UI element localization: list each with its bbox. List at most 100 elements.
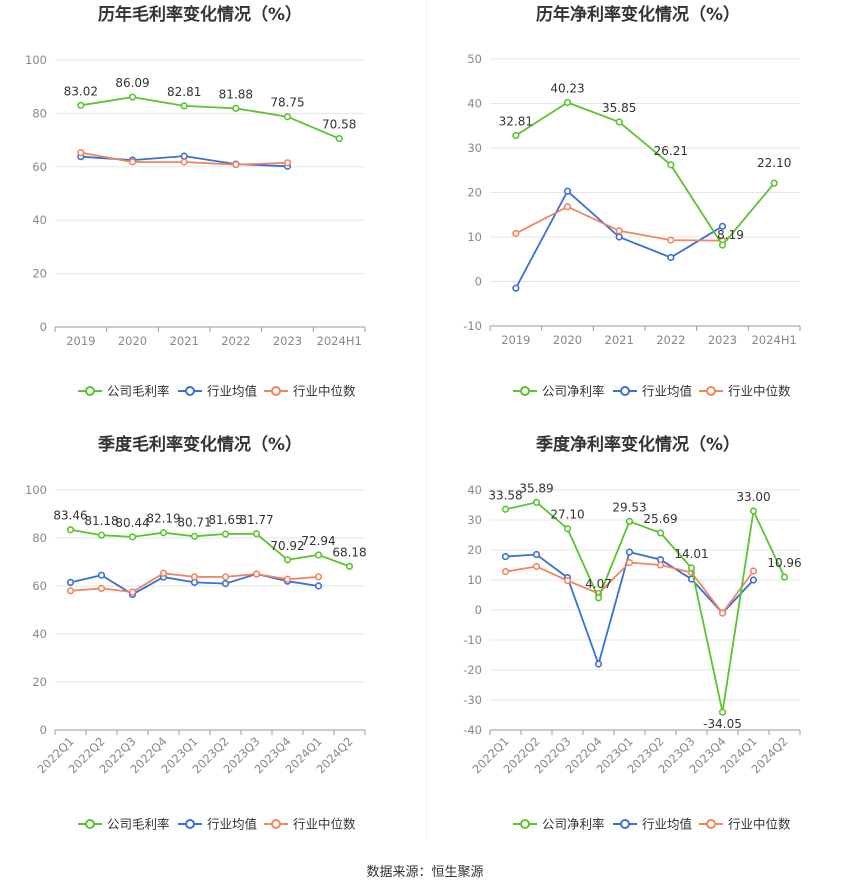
x-tick-label: 2019 [501, 333, 530, 347]
data-point [532, 562, 541, 571]
data-point [512, 284, 520, 292]
y-tick-label: 0 [475, 275, 482, 289]
data-point [501, 505, 510, 513]
data-point [749, 576, 758, 584]
data-point [532, 550, 541, 559]
chart-title: 历年净利率变化情况（%） [536, 4, 740, 25]
legend-marker [520, 819, 530, 829]
data-label: 4.07 [585, 577, 612, 591]
x-tick-label: 2024H1 [317, 334, 362, 348]
legend-marker [185, 386, 195, 396]
data-label: 35.85 [602, 101, 636, 115]
legend-label: 行业均值 [207, 817, 257, 832]
data-point [283, 556, 292, 564]
y-tick-label: 0 [475, 603, 482, 617]
data-point [97, 571, 106, 579]
legend-item: 行业中位数 [264, 384, 356, 399]
chart-title: 季度净利率变化情况（%） [536, 434, 740, 455]
legend-marker [271, 386, 281, 396]
data-point [718, 241, 727, 249]
chart-2: 历年净利率变化情况（%） -10 0 10 20 30 40 50 2019 2020 2021 20… [463, 4, 801, 399]
data-label: 83.02 [64, 84, 98, 98]
legend-item: 行业中位数 [699, 817, 791, 832]
data-label: 27.10 [550, 508, 584, 522]
data-label: 40.23 [550, 81, 584, 95]
x-tick-label: 2023 [708, 333, 737, 347]
data-point [718, 708, 727, 716]
y-tick-label: 20 [32, 675, 47, 689]
legend-marker [620, 819, 630, 829]
data-point [232, 161, 240, 169]
data-label: 32.81 [499, 114, 533, 128]
legend-item: 公司净利率 [513, 384, 605, 399]
data-label: 29.53 [612, 500, 646, 514]
legend-marker [271, 819, 281, 829]
y-tick-label: -10 [463, 319, 482, 333]
legend-marker [520, 386, 530, 396]
y-tick-label: 40 [32, 627, 47, 641]
legend-label: 公司净利率 [542, 384, 605, 399]
data-label: 25.69 [643, 512, 677, 526]
chart-3: 季度毛利率变化情况（%）0204060801002022Q12022Q22022… [25, 434, 367, 832]
data-label: 82.19 [146, 512, 180, 526]
data-point [314, 573, 323, 581]
data-point [180, 102, 188, 110]
y-tick-label: 30 [467, 513, 482, 527]
legend-label: 行业均值 [642, 384, 692, 399]
y-tick-label: 30 [467, 141, 482, 155]
data-point [563, 187, 572, 195]
data-label: 26.21 [654, 144, 688, 158]
legend-marker [706, 386, 716, 396]
data-point [97, 584, 106, 593]
legend-label: 行业中位数 [728, 817, 791, 832]
data-point [501, 567, 510, 576]
data-label: 10.96 [767, 556, 801, 570]
y-tick-label: 40 [32, 213, 47, 227]
legend-marker [185, 819, 195, 829]
y-tick-label: 0 [40, 320, 47, 334]
y-tick-label: 20 [467, 186, 482, 200]
data-point [159, 569, 168, 577]
data-point [232, 104, 240, 112]
legend-item: 公司净利率 [513, 817, 605, 832]
data-point [780, 573, 789, 581]
legend-item: 行业均值 [613, 817, 692, 832]
series-line [80, 96, 340, 140]
data-label: -34.05 [703, 717, 742, 731]
x-tick-label: 2023 [273, 334, 302, 348]
data-point [512, 229, 520, 238]
data-point [563, 98, 572, 107]
data-point [77, 101, 85, 109]
legend-marker [706, 819, 716, 829]
data-point [563, 203, 572, 211]
data-point [718, 222, 727, 230]
y-tick-label: 60 [32, 579, 47, 593]
data-point [667, 161, 675, 169]
data-point [563, 576, 572, 585]
data-point [314, 551, 323, 559]
data-point [718, 609, 727, 617]
data-label: 33.00 [736, 490, 770, 504]
x-tick-label: 2021 [170, 334, 199, 348]
legend-item: 行业中位数 [699, 384, 791, 399]
legend-item: 公司毛利率 [78, 384, 170, 399]
data-label: 8.19 [717, 228, 744, 242]
legend-item: 行业均值 [178, 817, 257, 832]
data-point [66, 578, 75, 587]
x-tick-label: 2024H1 [752, 333, 797, 347]
legend-item: 行业中位数 [264, 817, 356, 832]
y-tick-label: 40 [467, 97, 482, 111]
data-label: 80.71 [177, 515, 211, 529]
data-point [345, 562, 354, 570]
data-point [615, 233, 623, 241]
y-tick-label: -40 [463, 723, 482, 737]
data-label: 81.18 [84, 514, 118, 528]
data-point [128, 533, 137, 541]
data-point [314, 582, 323, 590]
series-line [505, 501, 786, 713]
data-point [221, 530, 230, 538]
data-label: 68.18 [332, 545, 366, 559]
data-point [221, 573, 230, 581]
data-label: 81.77 [239, 513, 273, 527]
data-label: 78.75 [270, 96, 304, 110]
